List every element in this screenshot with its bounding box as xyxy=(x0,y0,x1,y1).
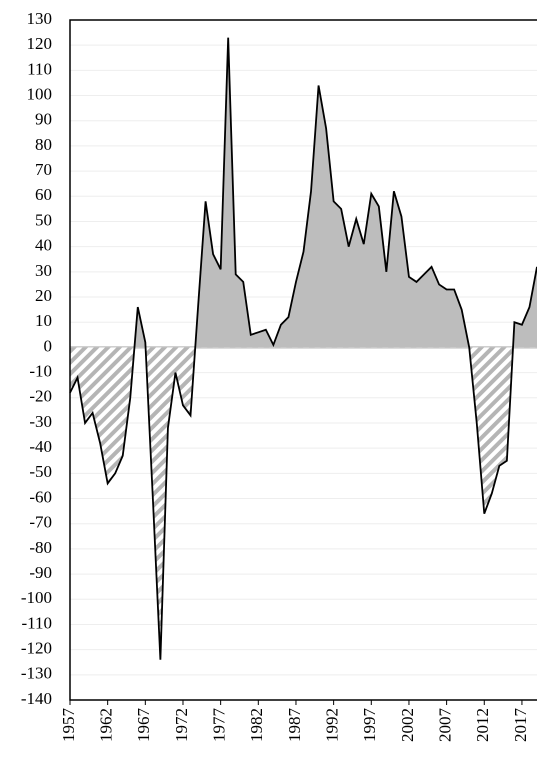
y-tick-label: -40 xyxy=(29,437,52,456)
y-tick-label: -10 xyxy=(29,361,52,380)
x-tick-label: 1992 xyxy=(323,708,342,742)
x-tick-label: 2007 xyxy=(436,708,455,743)
y-tick-label: 130 xyxy=(27,9,53,28)
x-tick-label: 1967 xyxy=(134,708,153,743)
y-tick-label: -140 xyxy=(21,689,52,708)
y-tick-label: -90 xyxy=(29,563,52,582)
x-tick-label: 1962 xyxy=(97,708,116,742)
y-tick-label: 30 xyxy=(35,261,52,280)
y-tick-label: 70 xyxy=(35,160,52,179)
y-tick-label: -20 xyxy=(29,387,52,406)
line xyxy=(69,37,537,660)
y-tick-label: 80 xyxy=(35,135,52,154)
y-tick-label: -60 xyxy=(29,487,52,506)
y-tick-label: -30 xyxy=(29,412,52,431)
y-tick-label: 10 xyxy=(35,311,52,330)
x-tick-label: 2012 xyxy=(473,708,492,742)
x-tick-label: 1997 xyxy=(360,708,379,743)
y-tick-label: -70 xyxy=(29,513,52,532)
y-tick-label: 90 xyxy=(35,110,52,129)
y-tick-label: -120 xyxy=(21,639,52,658)
x-tick-label: 2002 xyxy=(398,708,417,742)
x-tick-label: 1982 xyxy=(247,708,266,742)
y-tick-label: 20 xyxy=(35,286,52,305)
x-tick-label: 1987 xyxy=(285,708,304,743)
plot-frame xyxy=(69,19,537,701)
y-tick-label: -130 xyxy=(21,664,52,683)
y-tick-label: 110 xyxy=(27,59,52,78)
x-tick-label: 1972 xyxy=(172,708,191,742)
y-tick-label: 60 xyxy=(35,185,52,204)
y-tick-label: 120 xyxy=(27,34,53,53)
y-tick-label: -80 xyxy=(29,538,52,557)
x-tick-label: 1977 xyxy=(210,708,229,743)
x-tick-label: 1957 xyxy=(59,708,78,743)
y-tick-label: 40 xyxy=(35,236,52,255)
y-tick-label: -100 xyxy=(21,588,52,607)
y-tick-label: -110 xyxy=(21,613,52,632)
x-tick-label: 2017 xyxy=(511,708,530,743)
positive-area xyxy=(70,37,537,348)
y-tick-label: 100 xyxy=(27,84,53,103)
y-tick-label: 0 xyxy=(44,336,53,355)
y-tick-label: 50 xyxy=(35,210,52,229)
y-tick-label: -50 xyxy=(29,462,52,481)
negative-area xyxy=(70,347,514,660)
